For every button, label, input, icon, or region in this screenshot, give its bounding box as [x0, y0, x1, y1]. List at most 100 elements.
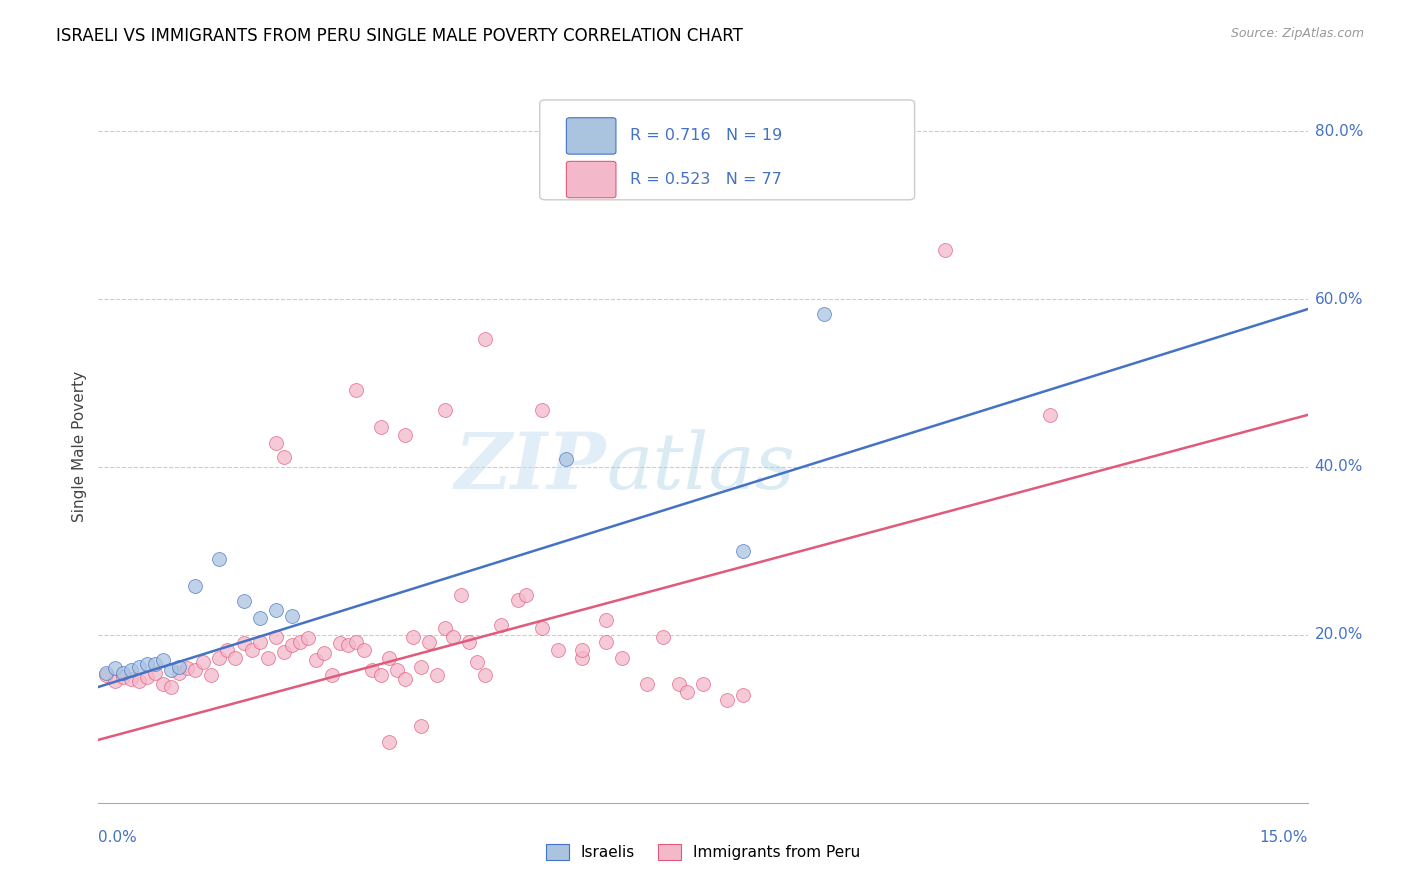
Text: R = 0.523   N = 77: R = 0.523 N = 77	[630, 172, 782, 187]
Point	[377, 735, 399, 749]
Point	[200, 668, 222, 682]
Point	[450, 588, 472, 602]
Point	[288, 634, 311, 648]
Point	[128, 660, 150, 674]
Point	[337, 638, 360, 652]
Point	[167, 665, 190, 680]
Point	[571, 651, 593, 665]
Text: R = 0.716   N = 19: R = 0.716 N = 19	[630, 128, 783, 144]
Point	[143, 665, 166, 680]
Text: 40.0%: 40.0%	[1315, 459, 1362, 475]
Point	[224, 651, 246, 665]
Point	[208, 552, 231, 566]
FancyBboxPatch shape	[567, 118, 616, 154]
Point	[394, 672, 416, 686]
Point	[491, 617, 513, 632]
Point	[595, 634, 617, 648]
Point	[111, 665, 134, 680]
Point	[426, 668, 449, 682]
Point	[103, 674, 125, 689]
Point	[249, 611, 271, 625]
Point	[135, 657, 157, 672]
Point	[441, 630, 464, 644]
Point	[264, 603, 287, 617]
Text: ISRAELI VS IMMIGRANTS FROM PERU SINGLE MALE POVERTY CORRELATION CHART: ISRAELI VS IMMIGRANTS FROM PERU SINGLE M…	[56, 27, 744, 45]
Point	[370, 419, 392, 434]
Point	[314, 646, 336, 660]
Text: Source: ZipAtlas.com: Source: ZipAtlas.com	[1230, 27, 1364, 40]
Point	[370, 668, 392, 682]
Point	[377, 651, 399, 665]
Point	[555, 451, 578, 466]
Text: 60.0%: 60.0%	[1315, 292, 1362, 307]
FancyBboxPatch shape	[540, 100, 915, 200]
Point	[465, 655, 488, 669]
Point	[152, 676, 174, 690]
Point	[733, 689, 755, 703]
Point	[193, 655, 215, 669]
Point	[273, 645, 295, 659]
Point	[716, 693, 738, 707]
Point	[96, 668, 118, 682]
Text: 20.0%: 20.0%	[1315, 627, 1362, 642]
Point	[530, 621, 553, 635]
Point	[636, 676, 658, 690]
Point	[305, 653, 328, 667]
Point	[692, 676, 714, 690]
Text: 15.0%: 15.0%	[1260, 830, 1308, 845]
Point	[232, 594, 254, 608]
Text: 0.0%: 0.0%	[98, 830, 138, 845]
Point	[458, 634, 481, 648]
Point	[612, 651, 634, 665]
Point	[264, 436, 287, 450]
Point	[418, 634, 440, 648]
Point	[676, 685, 699, 699]
Point	[103, 661, 125, 675]
Point	[1039, 408, 1062, 422]
Point	[571, 643, 593, 657]
Point	[128, 674, 150, 689]
Text: ZIP: ZIP	[454, 429, 606, 506]
Point	[160, 663, 183, 677]
Point	[813, 307, 835, 321]
Point	[217, 643, 239, 657]
Point	[273, 450, 295, 464]
Point	[668, 676, 690, 690]
Point	[547, 643, 569, 657]
Point	[361, 663, 384, 677]
Point	[96, 665, 118, 680]
Point	[402, 630, 425, 644]
Point	[143, 657, 166, 672]
Point	[344, 634, 367, 648]
Legend: Israelis, Immigrants from Peru: Israelis, Immigrants from Peru	[540, 838, 866, 866]
Point	[474, 332, 496, 346]
Point	[409, 660, 432, 674]
Point	[394, 428, 416, 442]
Point	[733, 544, 755, 558]
Point	[409, 718, 432, 732]
Point	[281, 638, 304, 652]
Point	[934, 244, 956, 258]
Point	[135, 670, 157, 684]
FancyBboxPatch shape	[567, 161, 616, 198]
Point	[232, 636, 254, 650]
Point	[167, 660, 190, 674]
Y-axis label: Single Male Poverty: Single Male Poverty	[72, 370, 87, 522]
Point	[281, 609, 304, 624]
Point	[297, 632, 319, 646]
Point	[249, 634, 271, 648]
Point	[344, 383, 367, 397]
Point	[176, 661, 198, 675]
Point	[111, 670, 134, 684]
Point	[160, 680, 183, 694]
Point	[595, 613, 617, 627]
Point	[385, 663, 408, 677]
Point	[353, 643, 375, 657]
Text: 80.0%: 80.0%	[1315, 124, 1362, 138]
Point	[329, 636, 352, 650]
Point	[506, 592, 529, 607]
Point	[515, 588, 537, 602]
Point	[474, 668, 496, 682]
Point	[152, 653, 174, 667]
Point	[321, 668, 343, 682]
